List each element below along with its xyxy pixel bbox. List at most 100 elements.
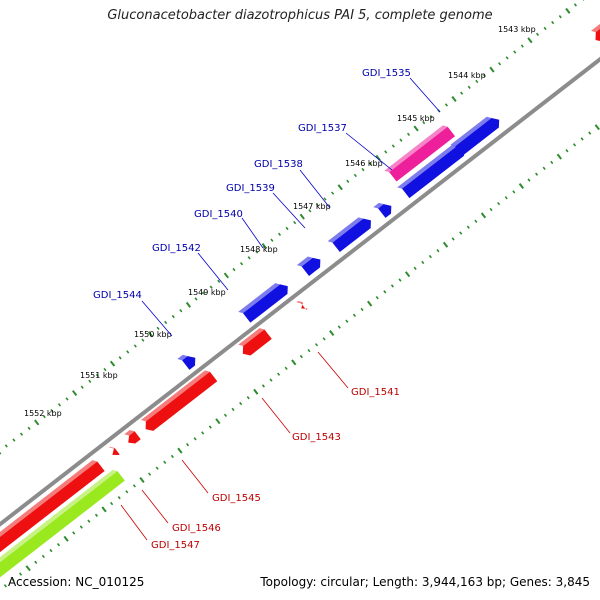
minor-tick — [451, 237, 455, 241]
ruler-label: 1544 kbp — [448, 71, 486, 80]
major-tick — [565, 7, 571, 14]
forward-gene — [450, 116, 500, 156]
ruler-label: 1550 kbp — [134, 330, 172, 339]
minor-tick — [345, 319, 349, 323]
major-tick — [215, 418, 221, 425]
gene-label-forward[interactable]: GDI_1539 — [226, 183, 275, 194]
minor-tick — [255, 250, 259, 254]
leader-line — [141, 300, 173, 337]
ruler-label: 1549 kbp — [188, 288, 226, 297]
outer-tick-ring — [0, 0, 585, 455]
major-tick — [594, 124, 600, 131]
gene-label-forward[interactable]: GDI_1535 — [362, 68, 411, 79]
major-tick — [329, 330, 335, 336]
major-tick — [489, 66, 495, 73]
minor-tick — [193, 437, 197, 441]
minor-tick — [208, 425, 212, 429]
minor-tick — [543, 26, 547, 31]
minor-tick — [542, 166, 546, 171]
minor-tick — [421, 260, 425, 265]
minor-tick — [504, 196, 508, 200]
feature-body — [332, 218, 371, 253]
gene-label-forward[interactable]: GDI_1540 — [194, 209, 243, 220]
minor-tick — [156, 326, 160, 331]
genome-summary-text: Topology: circular; Length: 3,944,163 bp… — [260, 575, 590, 589]
minor-tick — [170, 454, 174, 459]
gene-label-forward[interactable]: GDI_1537 — [298, 123, 347, 134]
gene-label-reverse[interactable]: GDI_1547 — [151, 540, 200, 551]
forward-gene — [397, 145, 465, 199]
minor-tick — [572, 143, 577, 147]
minor-tick — [390, 284, 394, 288]
minor-tick — [361, 167, 365, 172]
major-tick — [527, 37, 533, 44]
major-tick — [404, 271, 411, 278]
minor-tick — [398, 278, 402, 282]
minor-tick — [422, 120, 426, 125]
minor-tick — [94, 513, 99, 517]
minor-tick — [27, 426, 31, 431]
minor-tick — [80, 385, 84, 389]
gene-label-reverse[interactable]: GDI_1541 — [351, 387, 400, 398]
leader-line — [345, 132, 393, 171]
minor-tick — [331, 191, 335, 195]
minor-tick — [246, 395, 250, 400]
minor-tick — [505, 56, 509, 60]
minor-tick — [201, 431, 205, 435]
minor-tick — [11, 578, 15, 582]
feature-body — [402, 146, 465, 199]
feature-bevel — [296, 256, 313, 267]
minor-tick — [41, 554, 45, 559]
minor-tick — [413, 266, 417, 270]
gene-label-reverse[interactable]: GDI_1545 — [212, 493, 261, 504]
major-tick — [480, 212, 487, 219]
minor-tick — [337, 325, 341, 329]
ruler-label: 1543 kbp — [498, 25, 536, 34]
gene-label-reverse[interactable]: GDI_1546 — [172, 523, 221, 534]
minor-tick — [65, 397, 69, 401]
minor-tick — [240, 262, 244, 266]
feature-body — [112, 448, 120, 455]
feature-bevel — [397, 145, 457, 189]
minor-tick — [103, 367, 107, 372]
minor-tick — [247, 256, 251, 260]
minor-tick — [489, 207, 493, 212]
leader-line — [181, 459, 209, 494]
gene-label-forward[interactable]: GDI_1538 — [254, 159, 303, 170]
feature-body — [128, 431, 141, 444]
gene-label-reverse[interactable]: GDI_1543 — [292, 432, 341, 443]
feature-body — [242, 284, 288, 323]
major-tick — [451, 96, 457, 103]
reverse-gene — [141, 370, 218, 431]
reverse-gene — [238, 328, 272, 356]
minor-tick — [315, 203, 319, 207]
forward-gene — [177, 354, 196, 370]
major-tick — [413, 125, 419, 132]
leader-line — [120, 504, 148, 541]
feature-body — [182, 356, 196, 370]
minor-tick — [133, 344, 137, 348]
reverse-gene — [124, 429, 141, 444]
feature-bevel — [238, 328, 265, 346]
forward-gene — [296, 256, 321, 276]
forward-gene-labels: GDI_1535 GDI_1537 GDI_1538 GDI_1539 GDI_… — [93, 68, 441, 337]
gene-label-forward[interactable]: GDI_1544 — [93, 290, 142, 301]
gene-label-forward[interactable]: GDI_1542 — [152, 243, 201, 254]
minor-tick — [444, 103, 448, 107]
minor-tick — [308, 209, 312, 213]
ruler-label: 1548 kbp — [240, 245, 278, 254]
minor-tick — [360, 307, 364, 312]
minor-tick — [474, 219, 478, 223]
minor-tick — [353, 173, 357, 178]
reverse-gene — [109, 446, 120, 455]
feature-bevel — [0, 469, 118, 563]
feature-layer — [0, 23, 600, 578]
rna-gene — [384, 125, 456, 182]
feature-bevel — [590, 23, 600, 33]
minor-tick — [164, 320, 168, 325]
ruler-labels: 1543 kbp 1544 kbp 1545 kbp 1546 kbp 1547… — [24, 25, 536, 418]
major-tick — [71, 390, 78, 397]
major-tick — [518, 182, 525, 189]
minor-tick — [223, 413, 228, 417]
leader-line — [299, 169, 331, 209]
